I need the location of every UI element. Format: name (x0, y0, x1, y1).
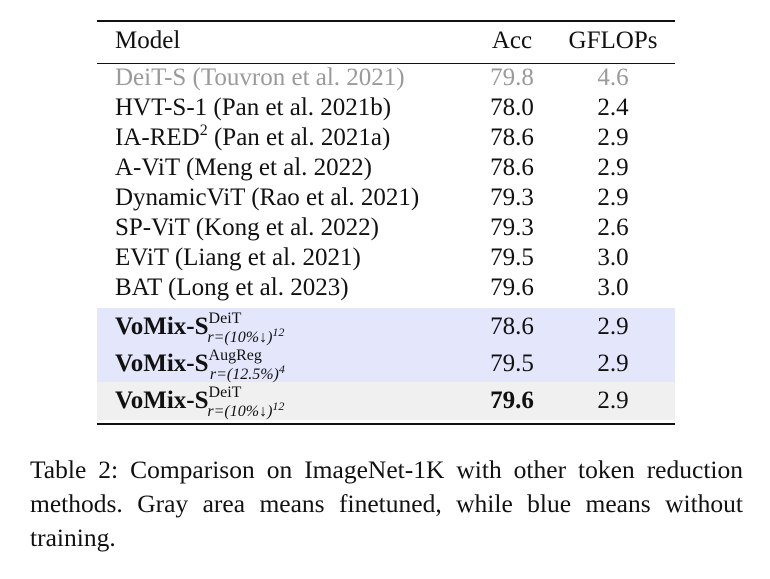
acc-cell: 78.6 (490, 154, 534, 181)
acc-cell-best: 79.6 (473, 382, 551, 420)
model-name: VoMix-S (115, 313, 209, 340)
acc-cell: 79.6 (490, 274, 534, 301)
gflops-cell: 2.9 (551, 382, 675, 420)
gflops-cell: 2.9 (597, 124, 629, 151)
acc-cell: 79.5 (490, 244, 534, 271)
header-acc: Acc (491, 27, 533, 54)
gflops-cell: 4.6 (597, 64, 629, 91)
acc-cell: 79.3 (490, 184, 534, 211)
gflops-cell: 2.9 (551, 308, 675, 346)
acc-cell: 79.5 (473, 346, 551, 382)
model-superscript: AugReg (208, 347, 262, 364)
acc-cell: 78.6 (490, 124, 534, 151)
model-cell: DynamicViT (Rao et al. 2021) (115, 184, 420, 211)
model-subscript: r=(10%↓)12 (207, 399, 285, 420)
header-gflops: GFLOPs (568, 27, 658, 54)
model-subscript: r=(10%↓)12 (207, 325, 285, 346)
acc-cell: 78.6 (473, 308, 551, 346)
gflops-cell: 3.0 (597, 244, 629, 271)
gflops-cell: 3.0 (597, 274, 629, 301)
gflops-cell: 2.9 (551, 346, 675, 382)
model-cell: HVT-S-1 (Pan et al. 2021b) (115, 94, 392, 121)
model-cell: VoMix-SDeiTr=(10%↓)12 (97, 308, 473, 346)
model-superscript: DeiT (208, 310, 242, 327)
model-superscript: DeiT (208, 384, 242, 401)
gflops-cell: 2.4 (597, 94, 629, 121)
table-bottom-rule (97, 423, 675, 425)
table-row-vomix-deit: VoMix-SDeiTr=(10%↓)12 78.6 2.9 (97, 308, 675, 346)
table-row: DeiT-S (Touvron et al. 2021) 79.8 4.6 (97, 63, 675, 93)
model-cell: IA-RED2 (Pan et al. 2021a) (97, 122, 473, 153)
model-cell: VoMix-SDeiTr=(10%↓)12 (97, 382, 473, 420)
gflops-cell: 2.9 (597, 154, 629, 181)
table-top-rule (97, 20, 675, 22)
header-model: Model (115, 27, 181, 54)
model-cell: DeiT-S (Touvron et al. 2021) (115, 64, 405, 91)
table-row: EViT (Liang et al. 2021) 79.5 3.0 (97, 243, 675, 273)
table-row: BAT (Long et al. 2023) 79.6 3.0 (97, 273, 675, 303)
model-name: IA-RED (115, 124, 200, 151)
model-cell: A-ViT (Meng et al. 2022) (115, 154, 373, 181)
model-citation: (Pan et al. 2021a) (207, 124, 391, 151)
model-cell: SP-ViT (Kong et al. 2022) (115, 214, 379, 241)
acc-cell: 79.3 (490, 214, 534, 241)
header-row: Model Acc GFLOPs (97, 22, 675, 60)
model-cell: EViT (Liang et al. 2021) (115, 244, 361, 271)
table-row: DynamicViT (Rao et al. 2021) 79.3 2.9 (97, 183, 675, 213)
table-caption: Table 2: Comparison on ImageNet-1K with … (30, 455, 743, 552)
acc-cell: 79.8 (490, 64, 534, 91)
gflops-cell: 2.6 (597, 214, 629, 241)
model-name: VoMix-S (115, 350, 209, 377)
model-name: VoMix-S (115, 387, 209, 414)
model-subscript: r=(12.5%)4 (209, 362, 285, 383)
model-cell: BAT (Long et al. 2023) (115, 274, 349, 301)
table-row-vomix-finetuned: VoMix-SDeiTr=(10%↓)12 79.6 2.9 (97, 382, 675, 420)
table-row: HVT-S-1 (Pan et al. 2021b) 78.0 2.4 (97, 93, 675, 123)
table-row: IA-RED2 (Pan et al. 2021a) 78.6 2.9 (97, 122, 675, 153)
gflops-cell: 2.9 (597, 184, 629, 211)
model-superscript: 2 (199, 122, 208, 139)
table-grid: Model Acc GFLOPs DeiT-S (Touvron et al. … (97, 22, 675, 420)
acc-cell: 78.0 (490, 94, 534, 121)
model-cell: VoMix-SAugRegr=(12.5%)4 (97, 346, 473, 383)
table-row: A-ViT (Meng et al. 2022) 78.6 2.9 (97, 153, 675, 183)
table-row: SP-ViT (Kong et al. 2022) 79.3 2.6 (97, 213, 675, 243)
table-row-vomix-augreg: VoMix-SAugRegr=(12.5%)4 79.5 2.9 (97, 346, 675, 383)
header-rule (97, 63, 675, 64)
